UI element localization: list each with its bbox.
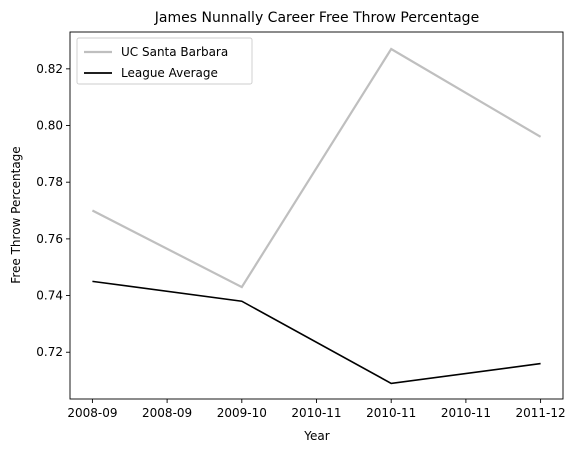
y-tick-label: 0.74 — [36, 289, 63, 303]
y-axis-label: Free Throw Percentage — [9, 146, 23, 283]
series-line-1 — [91, 47, 542, 289]
y-tick-label: 0.72 — [36, 345, 63, 359]
x-tick-label: 2011-12 — [516, 406, 566, 420]
x-tick-label: 2010-11 — [441, 406, 491, 420]
legend-label-2: League Average — [121, 66, 218, 80]
legend-label-1: UC Santa Barbara — [121, 45, 228, 59]
y-tick-label: 0.78 — [36, 175, 63, 189]
chart-title: James Nunnally Career Free Throw Percent… — [154, 10, 479, 26]
legend: UC Santa Barbara League Average — [76, 37, 253, 85]
y-tick-label: 0.76 — [36, 232, 63, 246]
x-tick-label: 2009-10 — [217, 406, 267, 420]
x-tick-label: 2010-11 — [291, 406, 341, 420]
y-tick-label: 0.82 — [36, 62, 63, 76]
plot-area — [91, 47, 542, 385]
axes: 2008-09 2008-09 2009-10 2010-11 2010-11 2010-… — [36, 31, 566, 420]
x-axis-label: Year — [303, 429, 329, 443]
legend-box — [76, 37, 253, 85]
x-tick-label: 2008-09 — [67, 406, 117, 420]
x-tick-label: 2008-09 — [142, 406, 192, 420]
x-tick-label: 2010-11 — [366, 406, 416, 420]
y-tick-label: 0.80 — [36, 119, 63, 133]
series-line-2 — [92, 280, 541, 385]
